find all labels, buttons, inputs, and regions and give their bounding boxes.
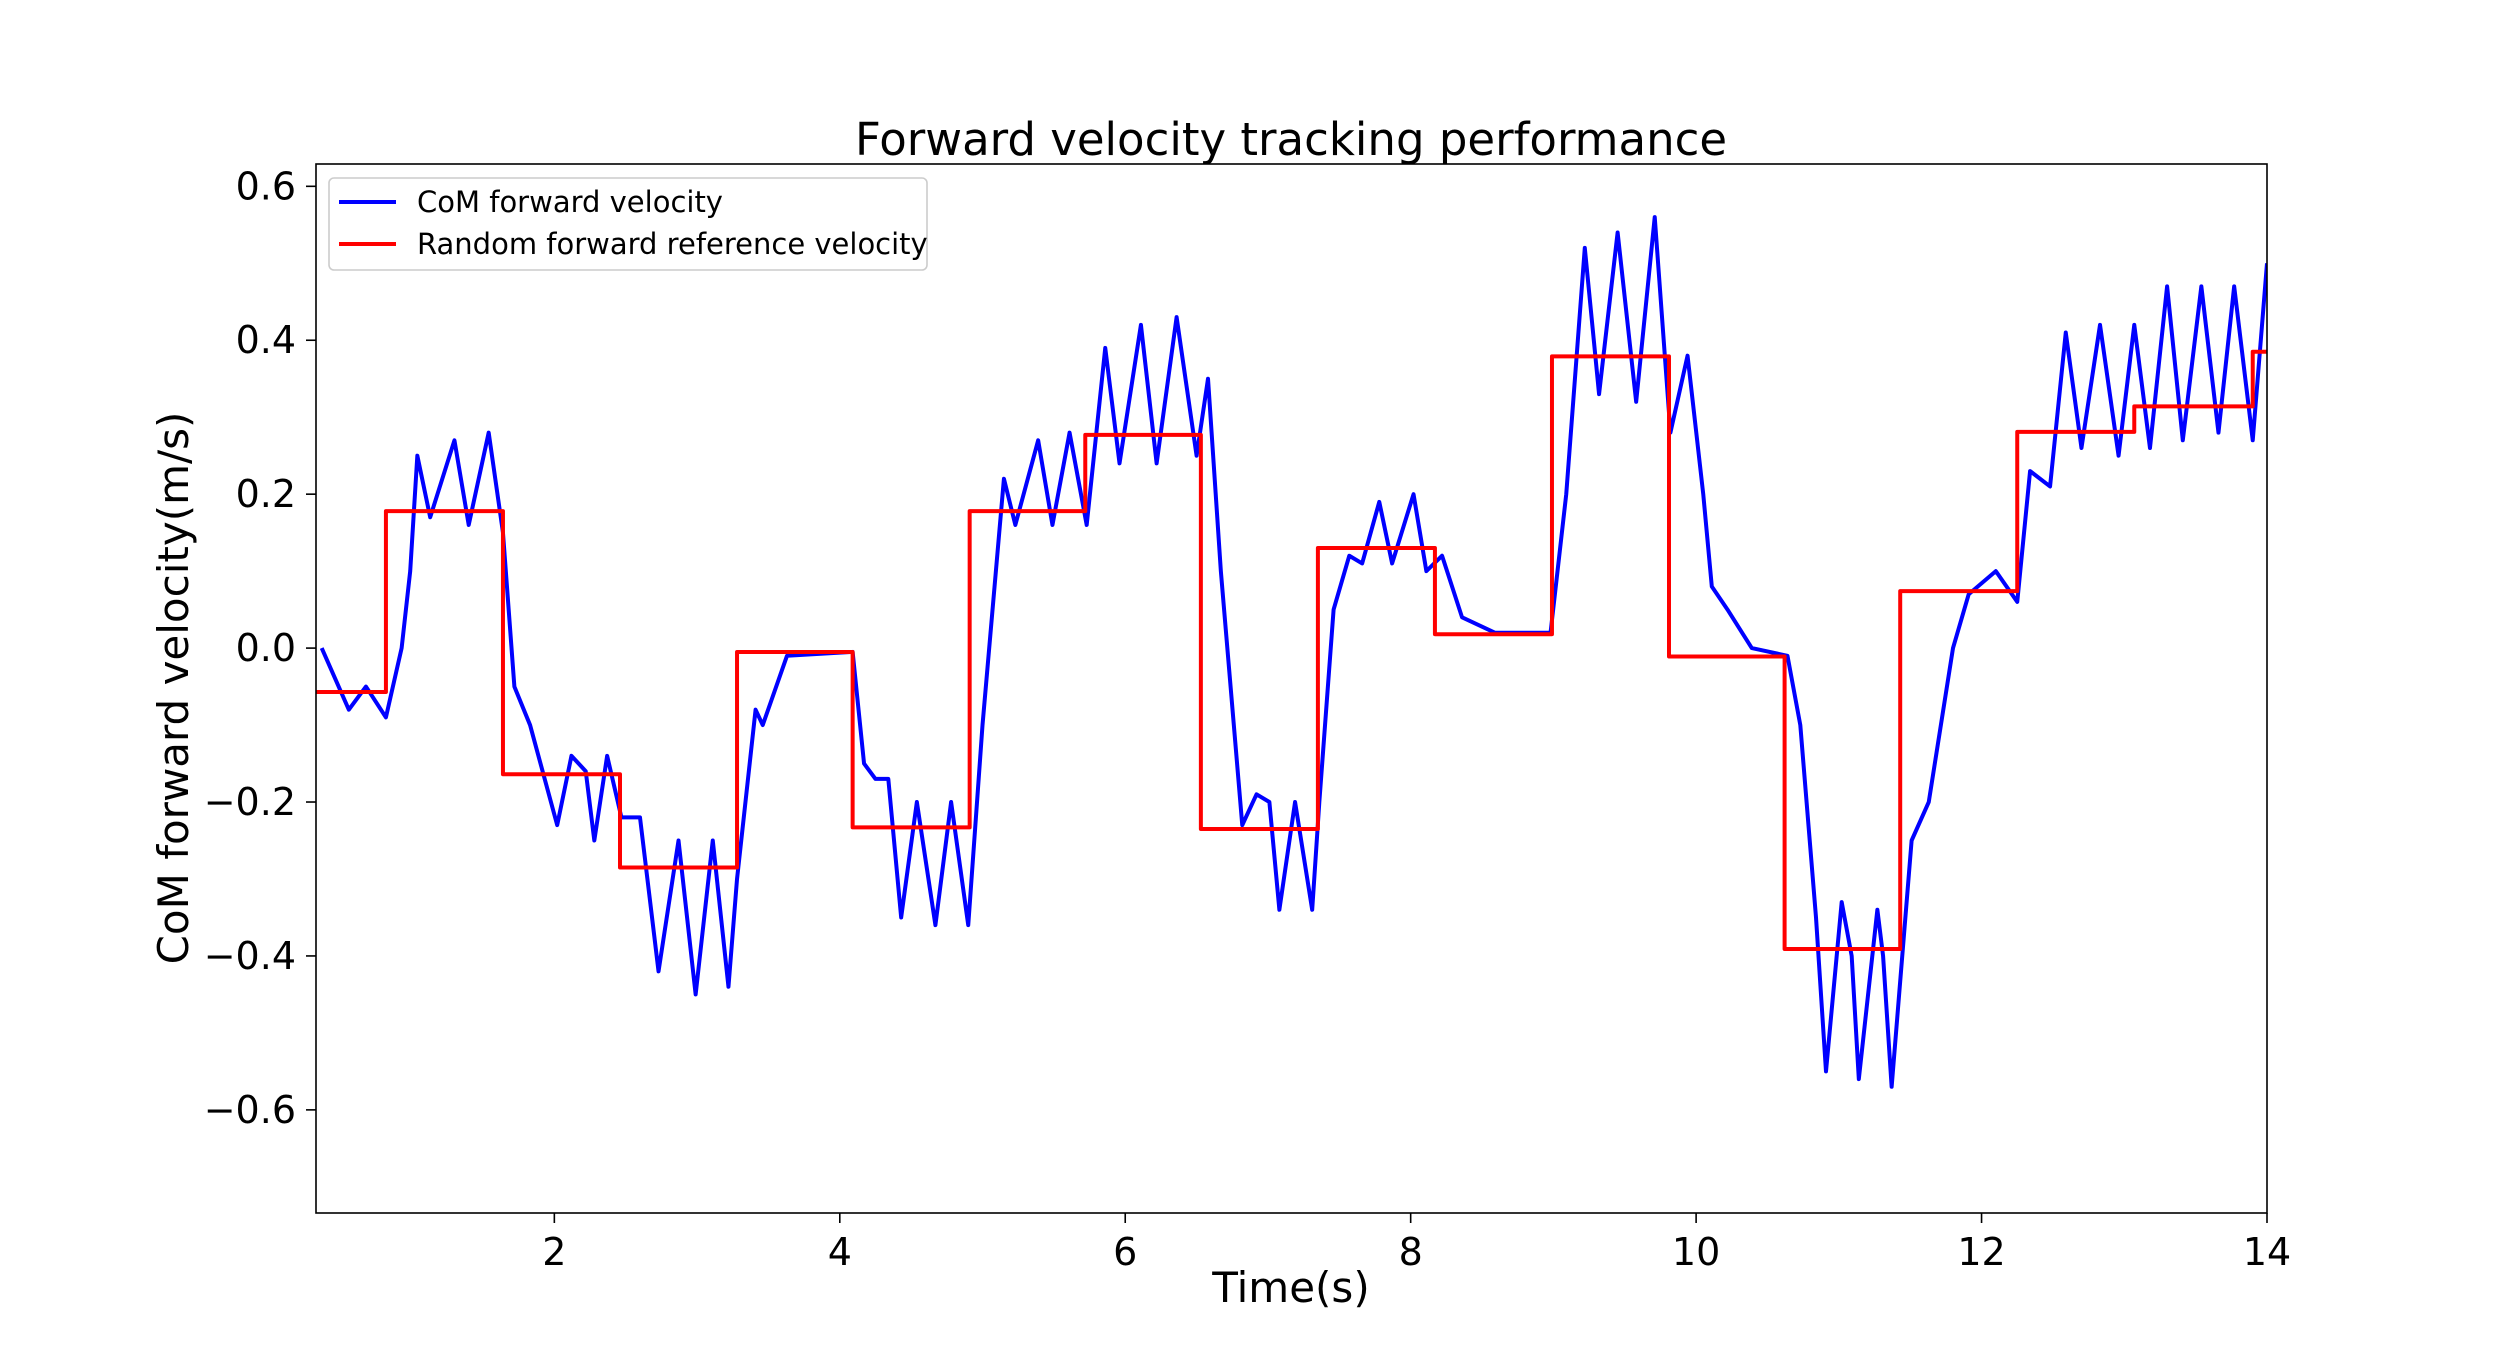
chart-title: Forward velocity tracking performance [855, 113, 1727, 166]
legend-label: Random forward reference velocity [417, 227, 928, 261]
y-tick-label: 0.2 [236, 472, 296, 516]
y-tick-label: −0.4 [204, 934, 296, 978]
legend-label: CoM forward velocity [417, 185, 723, 219]
y-axis-label: CoM forward velocity(m/s) [149, 412, 198, 965]
x-tick-label: 4 [828, 1230, 852, 1274]
y-tick-label: 0.4 [236, 318, 296, 362]
y-tick-label: −0.6 [204, 1088, 296, 1132]
y-tick-label: 0.0 [236, 626, 296, 670]
x-tick-label: 14 [2243, 1230, 2291, 1274]
x-axis-label: Time(s) [1211, 1263, 1369, 1312]
x-tick-label: 2 [542, 1230, 566, 1274]
plot-frame [315, 163, 2268, 1214]
x-tick-label: 8 [1399, 1230, 1423, 1274]
y-tick-label: −0.2 [204, 780, 296, 824]
y-tick-label: 0.6 [236, 164, 296, 208]
series-line [319, 215, 2267, 1089]
x-tick-label: 12 [1957, 1230, 2005, 1274]
series-line [316, 349, 2267, 952]
x-tick-label: 10 [1672, 1230, 1720, 1274]
x-tick-label: 6 [1113, 1230, 1137, 1274]
legend-box [328, 177, 928, 271]
